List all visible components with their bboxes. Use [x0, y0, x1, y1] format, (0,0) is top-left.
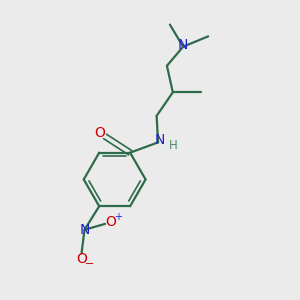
Text: +: +: [114, 212, 122, 221]
Text: N: N: [79, 223, 90, 237]
Text: O: O: [94, 126, 105, 140]
Text: N: N: [154, 133, 165, 147]
Text: H: H: [168, 139, 177, 152]
Text: N: N: [178, 38, 188, 52]
Text: O: O: [105, 214, 116, 229]
Text: −: −: [85, 259, 94, 269]
Text: O: O: [76, 252, 87, 266]
